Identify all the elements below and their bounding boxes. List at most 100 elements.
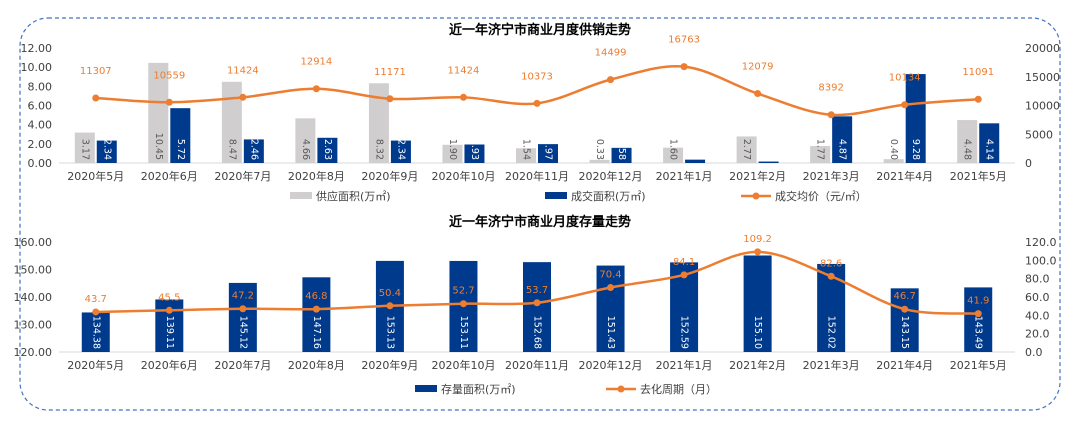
bar xyxy=(957,120,978,163)
x-tick-label: 2021年4月 xyxy=(876,358,933,372)
bar xyxy=(832,116,853,163)
y2-tick-label: 20.0 xyxy=(1025,328,1050,341)
bar-data-label: 8.32 xyxy=(373,139,384,160)
line-point xyxy=(165,306,173,314)
x-tick-label: 2020年9月 xyxy=(361,358,418,372)
y-tick-label: 6.00 xyxy=(28,100,53,113)
bar-data-label: 2.34 xyxy=(101,139,112,160)
line-point xyxy=(239,305,247,313)
line-data-label: 14499 xyxy=(595,48,627,59)
line-point xyxy=(901,305,909,313)
line-point xyxy=(459,93,467,101)
bar-data-label: 1.97 xyxy=(543,139,554,160)
line-data-label: 109.2 xyxy=(743,234,772,245)
bar-data-label: 10.45 xyxy=(153,133,164,160)
bar-data-label: 152.68 xyxy=(532,316,543,349)
bar-data-label: 1.90 xyxy=(447,139,458,160)
bar-data-label: 1.77 xyxy=(815,139,826,160)
bar-data-label: 145.12 xyxy=(237,316,248,349)
y2-tick-label: 10000 xyxy=(1025,100,1060,113)
line-data-label: 70.4 xyxy=(599,269,621,280)
bar-data-label: 2.46 xyxy=(248,139,259,160)
x-tick-label: 2020年7月 xyxy=(214,358,271,372)
line-data-label: 11307 xyxy=(80,66,112,77)
bar xyxy=(810,146,831,163)
y-tick-label: 2.00 xyxy=(28,138,53,151)
line-data-label: 10559 xyxy=(153,70,185,81)
legend-swatch xyxy=(290,192,312,199)
bar-data-label: 139.11 xyxy=(164,316,175,349)
bar xyxy=(170,108,191,163)
legend-label: 成交均价（元/㎡） xyxy=(775,189,867,203)
line-point xyxy=(680,271,688,279)
bar xyxy=(905,74,926,163)
line-point xyxy=(680,63,688,71)
bar-data-label: 153.13 xyxy=(384,316,395,349)
line-data-label: 52.7 xyxy=(452,286,474,297)
bar xyxy=(596,265,625,352)
legend-swatch xyxy=(545,192,567,199)
bar xyxy=(317,137,338,163)
y-tick-label: 8.00 xyxy=(28,80,53,93)
y-tick-label: 12.00 xyxy=(21,42,53,55)
line-point xyxy=(386,302,394,310)
y2-tick-label: 0.0 xyxy=(1025,346,1043,359)
bar xyxy=(96,140,117,163)
y-tick-label: 130.00 xyxy=(14,319,53,332)
bar xyxy=(228,282,257,352)
bar xyxy=(464,144,485,163)
bar xyxy=(743,255,772,352)
bar-data-label: 8.47 xyxy=(226,139,237,160)
legend-label: 成交面积(万㎡) xyxy=(571,189,646,203)
line-point xyxy=(533,99,541,107)
x-tick-label: 2021年3月 xyxy=(803,169,860,183)
y2-tick-label: 5000 xyxy=(1025,128,1053,141)
bar xyxy=(243,139,264,163)
line-data-label: 12079 xyxy=(742,62,774,73)
y-tick-label: 150.00 xyxy=(14,264,53,277)
bar xyxy=(148,62,169,163)
bar xyxy=(516,148,536,163)
line-point xyxy=(386,95,394,103)
bar-data-label: 152.02 xyxy=(826,316,837,349)
line-data-label: 12914 xyxy=(300,57,332,68)
line-data-label: 43.7 xyxy=(85,294,107,305)
y-tick-label: 4.00 xyxy=(28,119,53,132)
x-tick-label: 2020年12月 xyxy=(579,169,643,183)
x-tick-label: 2020年6月 xyxy=(141,358,198,372)
bar-data-label: 4.48 xyxy=(962,139,973,160)
x-tick-label: 2020年5月 xyxy=(67,358,124,372)
line-data-label: 10134 xyxy=(889,73,921,84)
y2-tick-label: 15000 xyxy=(1025,71,1060,84)
bar xyxy=(390,140,411,163)
line-data-label: 46.7 xyxy=(894,291,916,302)
x-tick-label: 2020年11月 xyxy=(505,358,569,372)
x-tick-label: 2020年5月 xyxy=(67,169,124,183)
y2-tick-label: 100.0 xyxy=(1025,254,1057,267)
line-point xyxy=(827,272,835,280)
bar-data-label: 4.66 xyxy=(300,139,311,160)
bar-data-label: 143.49 xyxy=(973,316,984,349)
line-data-label: 45.5 xyxy=(158,292,180,303)
line-point xyxy=(459,300,467,308)
bar-data-label: 143.15 xyxy=(899,316,910,349)
bar xyxy=(589,159,610,163)
x-tick-label: 2021年1月 xyxy=(656,358,713,372)
y-tick-label: 10.00 xyxy=(21,61,53,74)
bar xyxy=(81,312,110,352)
y2-tick-label: 80.0 xyxy=(1025,273,1050,286)
line-data-label: 53.7 xyxy=(526,285,548,296)
chart-title: 近一年济宁市商业月度供销走势 xyxy=(449,22,631,38)
x-tick-label: 2020年11月 xyxy=(505,169,569,183)
x-tick-label: 2021年5月 xyxy=(950,358,1007,372)
x-tick-label: 2021年3月 xyxy=(803,358,860,372)
line-data-label: 46.8 xyxy=(305,291,327,302)
x-tick-label: 2021年1月 xyxy=(656,169,713,183)
bar xyxy=(979,123,1000,163)
line-data-label: 11424 xyxy=(448,65,480,76)
bar xyxy=(883,159,904,163)
legend-marker xyxy=(617,385,625,393)
line-point xyxy=(754,248,762,256)
